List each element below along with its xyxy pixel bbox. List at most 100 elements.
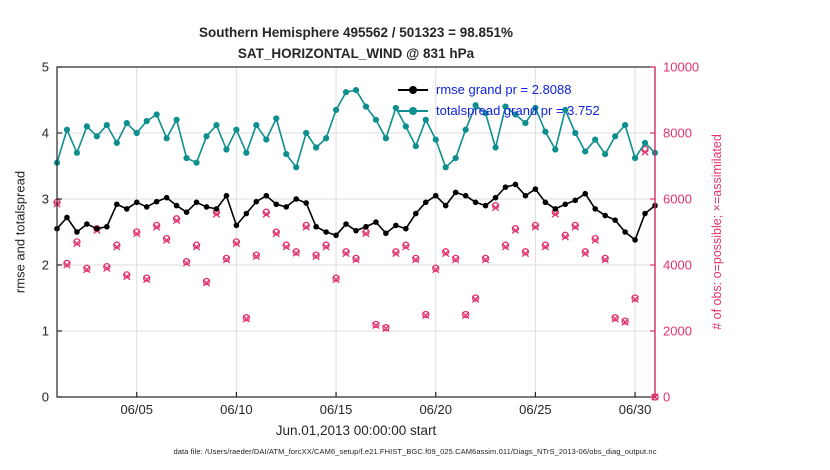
y-tick-label-right: 10000 [663, 60, 699, 75]
assimilated-obs-marker [382, 324, 390, 333]
rmse-marker [193, 199, 200, 206]
assimilated-obs-marker [312, 252, 320, 261]
right-axis-label: # of obs: o=possible; ×=assimilated [710, 134, 724, 330]
possible-obs-marker [521, 248, 530, 256]
rmse-marker [223, 192, 230, 199]
assimilated-obs-marker [332, 275, 340, 284]
legend: rmse grand pr = 2.8088 totalspread grand… [398, 79, 600, 121]
assimilated-obs-marker [222, 256, 231, 264]
y-tick-label-right: 2000 [663, 324, 692, 339]
totalspread-marker [113, 139, 120, 146]
totalspread-marker [83, 123, 90, 130]
possible-obs-marker [422, 310, 430, 319]
possible-obs-marker [352, 254, 360, 263]
rmse-marker [213, 206, 220, 212]
totalspread-marker [293, 164, 300, 171]
rmse-marker [293, 196, 300, 202]
assimilated-obs-marker [561, 233, 569, 241]
totalspread-marker [372, 116, 380, 123]
assimilated-obs-marker [481, 256, 490, 264]
assimilated-obs-marker [631, 295, 639, 303]
assimilated-obs-marker [322, 243, 330, 251]
possible-obs-marker [511, 225, 520, 233]
totalspread-marker [213, 121, 220, 129]
assimilated-obs-marker [262, 210, 270, 218]
possible-obs-marker [322, 241, 330, 249]
totalspread-marker [462, 126, 469, 133]
assimilated-obs-marker [63, 261, 71, 269]
totalspread-marker [153, 111, 160, 118]
totalspread-marker [492, 144, 499, 151]
totalspread-marker [452, 154, 459, 162]
rmse-marker [333, 232, 339, 239]
rmse-marker [413, 210, 419, 217]
totalspread-marker [332, 106, 340, 113]
possible-obs-marker [452, 254, 460, 263]
y-tick-label-left: 4 [42, 126, 49, 141]
y-tick-label-left: 2 [42, 258, 49, 273]
rmse-marker [542, 199, 549, 206]
possible-obs-marker [272, 228, 280, 236]
possible-obs-marker [242, 314, 251, 322]
rmse-marker [572, 197, 579, 204]
rmse-marker [363, 223, 369, 230]
assimilated-obs-marker [282, 243, 290, 251]
totalspread-marker [283, 151, 290, 158]
rmse-marker [482, 202, 489, 209]
assimilated-obs-marker [422, 311, 430, 320]
rmse-marker [602, 212, 608, 219]
y-tick-label-left: 3 [42, 192, 49, 207]
chart-title: Southern Hemisphere 495562 / 501323 = 98… [57, 22, 655, 64]
assimilated-obs-marker [143, 275, 151, 284]
rmse-marker [323, 229, 329, 235]
totalspread-marker [63, 126, 71, 133]
assimilated-obs-marker [511, 226, 520, 235]
left-axis-label: rmse and totalspread [12, 170, 28, 294]
assimilated-obs-marker [571, 223, 579, 231]
assimilated-obs-marker [182, 259, 191, 267]
rmse-marker [64, 214, 70, 221]
possible-obs-marker [621, 317, 629, 325]
assimilated-obs-marker [113, 243, 121, 251]
x-tick-label: 06/20 [419, 402, 452, 417]
rmse-marker [94, 225, 100, 232]
rmse-marker [373, 219, 379, 225]
assimilated-obs-marker [172, 216, 181, 225]
assimilated-obs-marker [232, 239, 241, 248]
rmse-marker [502, 184, 509, 190]
totalspread-marker [592, 136, 599, 143]
possible-obs-marker [153, 221, 161, 230]
totalspread-marker [482, 110, 489, 117]
rmse-marker [114, 201, 120, 208]
possible-obs-marker [302, 221, 310, 230]
y-tick-label-right: 4000 [663, 258, 692, 273]
possible-obs-marker [172, 215, 181, 223]
rmse-marker [422, 199, 429, 206]
legend-item-rmse: rmse grand pr = 2.8088 [398, 79, 600, 100]
rmse-marker [283, 204, 290, 210]
possible-obs-marker [282, 241, 290, 249]
assimilated-obs-marker [153, 223, 161, 231]
totalspread-marker [432, 136, 439, 143]
y-tick-label-left: 0 [42, 390, 49, 405]
assimilated-obs-marker [452, 256, 460, 264]
totalspread-marker [631, 154, 639, 162]
assimilated-obs-marker [611, 315, 619, 323]
rmse-marker [393, 222, 399, 229]
rmse-marker [532, 186, 539, 192]
totalspread-marker [412, 143, 419, 150]
totalspread-marker [273, 115, 280, 122]
possible-obs-marker [631, 294, 639, 302]
totalspread-marker [532, 104, 539, 112]
assimilated-obs-marker [601, 256, 609, 264]
totalspread-legend-sample [398, 104, 428, 118]
possible-obs-marker [103, 262, 111, 271]
totalspread-marker [362, 103, 370, 110]
rmse-marker [622, 229, 628, 235]
totalspread-marker [243, 149, 250, 156]
assimilated-obs-marker [362, 229, 370, 238]
x-tick-label: 06/25 [519, 402, 552, 417]
possible-obs-marker [372, 320, 380, 329]
rmse-marker [462, 192, 469, 199]
rmse-marker [592, 206, 598, 212]
